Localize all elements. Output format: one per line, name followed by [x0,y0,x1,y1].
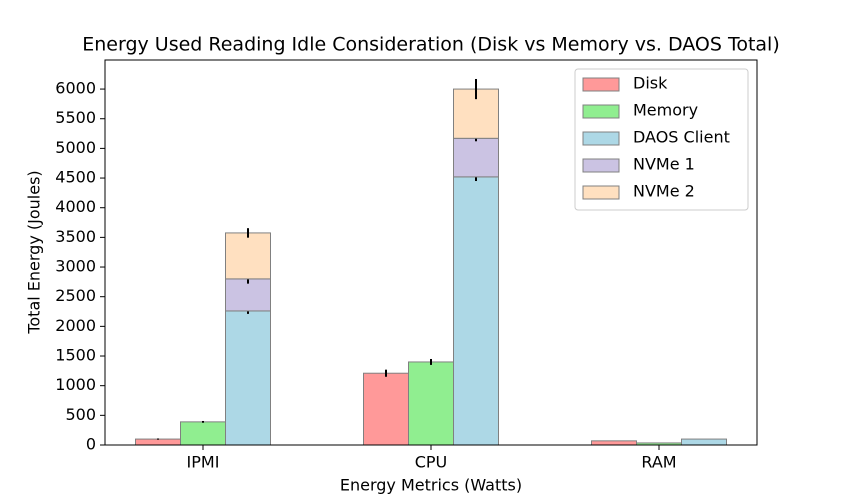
bar [591,440,637,446]
bar [453,137,499,178]
legend-label: Memory [633,101,698,120]
bar [135,438,181,446]
y-tick-label: 500 [65,405,96,424]
y-tick-label: 6000 [55,79,96,98]
bar [225,310,271,446]
plot-frame [104,59,758,446]
legend-swatch [582,185,620,200]
bar [363,372,409,446]
y-tick-label: 5500 [55,108,96,127]
legend-label: DAOS Client [633,128,730,147]
legend-label: NVMe 2 [633,182,695,201]
chart-title: Energy Used Reading Idle Consideration (… [82,34,780,56]
x-tick-label: RAM [641,453,676,472]
y-tick-label: 1000 [55,375,96,394]
y-tick-label: 1500 [55,346,96,365]
x-tick-label: IPMI [187,453,220,472]
y-tick-label: 4000 [55,197,96,216]
x-axis-label: Energy Metrics (Watts) [340,476,522,495]
bar [408,361,454,446]
legend-swatch [582,77,620,92]
y-tick-label: 3000 [55,257,96,276]
y-tick-label: 2500 [55,286,96,305]
bar [225,278,271,312]
bar [453,176,499,446]
y-tick-label: 4500 [55,168,96,187]
y-axis-label: Total Energy (Joules) [25,170,44,334]
bar [225,232,271,280]
legend-swatch [582,158,620,173]
bar [180,421,226,446]
x-tick-label: CPU [415,453,448,472]
bar [681,438,727,446]
legend-label: NVMe 1 [633,155,695,174]
y-tick-label: 5000 [55,138,96,157]
legend-label: Disk [633,74,668,93]
legend-swatch [582,131,620,146]
legend-swatch [582,104,620,119]
y-tick-label: 0 [86,435,96,454]
y-tick-label: 3500 [55,227,96,246]
legend-box [574,68,749,211]
y-tick-label: 2000 [55,316,96,335]
